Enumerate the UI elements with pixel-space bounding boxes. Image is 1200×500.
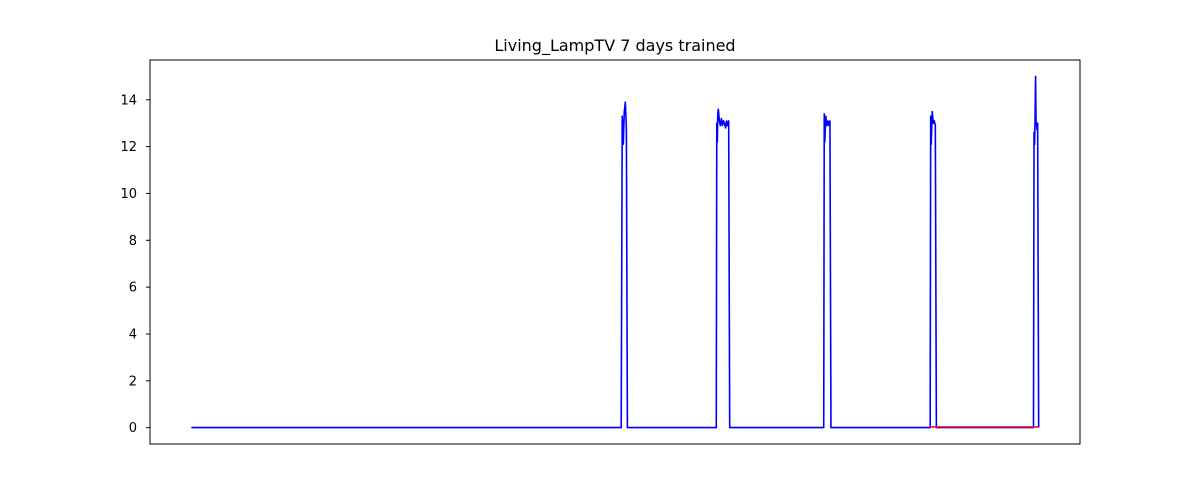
y-tick-label: 0 xyxy=(129,421,137,436)
series-line-1 xyxy=(191,75,1040,429)
plot-area xyxy=(149,59,1081,445)
y-tick-label: 4 xyxy=(129,327,137,342)
plot-series xyxy=(191,75,1040,429)
y-tick-label: 8 xyxy=(129,234,137,249)
chart-title: Living_LampTV 7 days trained xyxy=(494,36,735,56)
y-tick-label: 10 xyxy=(120,187,137,202)
y-tick-label: 6 xyxy=(129,281,137,296)
y-tick-label: 14 xyxy=(120,93,137,108)
y-tick-label: 2 xyxy=(129,374,137,389)
y-tick-label: 12 xyxy=(120,140,137,155)
y-axis-ticks: 0 2 4 6 8 10 12 14 xyxy=(120,93,150,436)
